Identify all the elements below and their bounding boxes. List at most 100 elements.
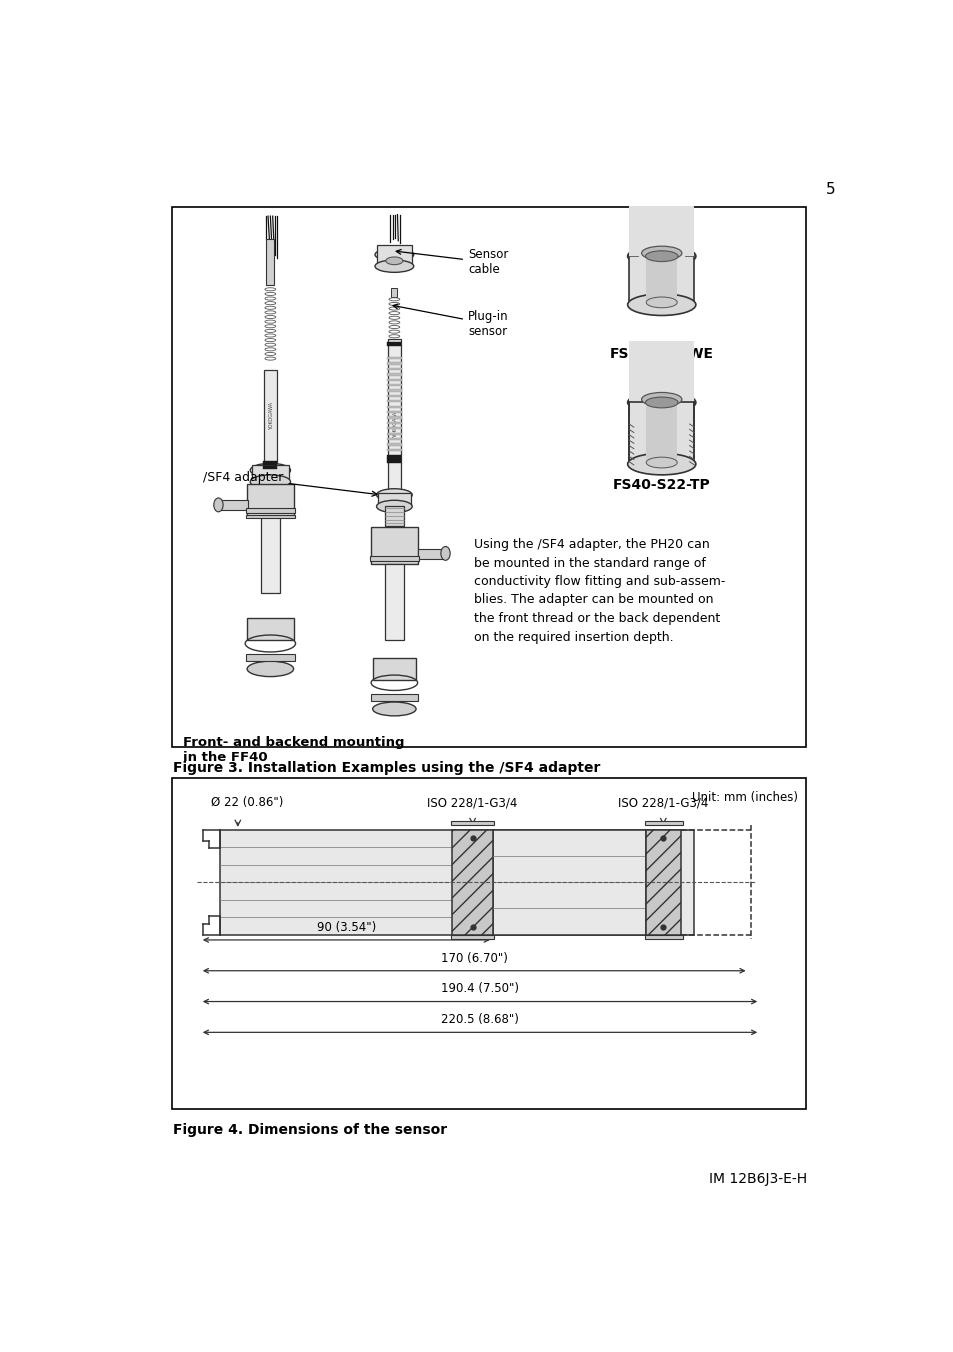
Bar [451,821,494,825]
Bar [387,454,401,458]
Bar [386,422,402,425]
Bar [385,564,403,639]
Bar [629,254,694,304]
Bar [386,449,402,452]
Bar [247,618,294,639]
Text: Figure 3. Installation Examples using the /SF4 adapter: Figure 3. Installation Examples using th… [173,761,600,775]
Bar [245,508,294,512]
Bar [252,465,289,481]
Bar [386,438,402,441]
Text: YOKOGAWA: YOKOGAWA [393,410,397,438]
Bar [386,362,402,365]
Bar [220,830,694,934]
Ellipse shape [645,457,677,468]
Text: Plug-in
sensor: Plug-in sensor [393,304,508,338]
Text: Figure 4. Dimensions of the sensor: Figure 4. Dimensions of the sensor [173,1124,447,1137]
Bar [629,206,694,256]
Ellipse shape [627,246,695,266]
Ellipse shape [247,661,294,676]
Bar [386,373,402,376]
Bar [493,830,645,934]
Bar [386,433,402,435]
Text: Using the /SF4 adapter, the PH20 can
be mounted in the standard range of
conduct: Using the /SF4 adapter, the PH20 can be … [474,538,725,644]
Bar [645,830,680,934]
Bar [386,384,402,387]
Ellipse shape [645,297,677,308]
Ellipse shape [627,293,695,315]
Bar [263,465,277,469]
Bar [386,357,402,360]
Ellipse shape [376,488,412,502]
Bar [387,458,401,462]
Bar [172,779,805,1110]
Text: 190.4 (7.50"): 190.4 (7.50") [440,983,518,995]
Text: Ø 22 (0.86"): Ø 22 (0.86") [211,796,283,808]
Text: 90 (3.54"): 90 (3.54") [316,921,375,934]
Ellipse shape [440,546,450,560]
Ellipse shape [375,249,414,261]
Ellipse shape [373,702,416,715]
Bar [452,830,493,934]
Bar [386,379,402,381]
Bar [369,557,418,561]
Bar [645,403,677,462]
Ellipse shape [375,260,414,272]
Ellipse shape [213,498,223,512]
Text: FS40-S22-TP: FS40-S22-TP [612,479,710,492]
Bar [386,395,402,397]
Bar [371,694,417,702]
Text: ISO 228/1-G3/4: ISO 228/1-G3/4 [427,796,517,808]
Ellipse shape [645,397,678,408]
Text: YOKOGAWA: YOKOGAWA [269,403,274,430]
Text: Front- and backend mounting
in the FF40: Front- and backend mounting in the FF40 [183,735,404,764]
Ellipse shape [376,500,412,512]
Text: Unit: mm (inches): Unit: mm (inches) [692,791,798,803]
Bar [386,427,402,430]
Bar [385,506,403,526]
Bar [245,653,294,661]
Text: ISO 228/1-G3/4: ISO 228/1-G3/4 [618,796,708,808]
Ellipse shape [627,392,695,414]
Bar [386,368,402,370]
Text: IM 12B6J3-E-H: IM 12B6J3-E-H [709,1172,806,1187]
Text: 220.5 (8.68"): 220.5 (8.68") [440,1013,518,1026]
Bar [371,527,417,564]
Bar [220,499,248,510]
Bar [264,370,276,462]
Bar [172,207,805,748]
Ellipse shape [627,453,695,475]
Bar [387,342,401,346]
Bar [391,288,397,297]
Ellipse shape [250,464,291,477]
Bar [629,341,694,403]
Bar [386,411,402,414]
Text: 5: 5 [825,181,835,196]
Ellipse shape [250,475,291,488]
Bar [373,658,416,680]
Bar [451,934,494,940]
Text: FS40-S22-WE: FS40-S22-WE [609,347,713,361]
Bar [644,934,682,940]
Bar [629,403,694,464]
Bar [247,484,294,516]
Bar [644,821,682,825]
Bar [417,549,444,558]
Bar [386,406,402,408]
Text: Sensor
cable: Sensor cable [395,249,508,276]
Bar [377,492,410,507]
Text: /SF4 adapter: /SF4 adapter [203,472,376,496]
Text: 170 (6.70"): 170 (6.70") [440,952,507,964]
Bar [645,254,677,303]
Bar [263,461,277,465]
Bar [376,245,412,266]
Bar [386,400,402,403]
Bar [266,239,274,285]
Ellipse shape [641,246,681,260]
Bar [261,516,279,594]
Ellipse shape [385,257,402,265]
Ellipse shape [641,392,681,407]
Bar [245,515,294,518]
Bar [386,416,402,419]
Bar [386,443,402,446]
Bar [386,389,402,392]
